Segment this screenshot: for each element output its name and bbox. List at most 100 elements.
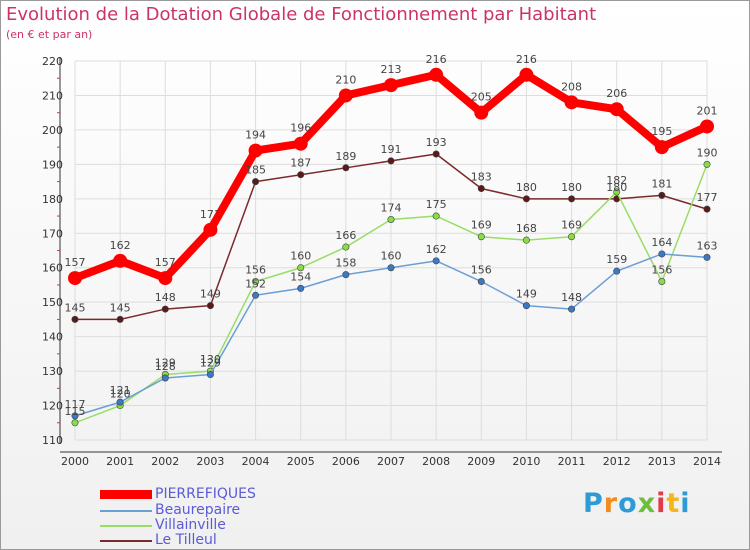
data-label: 168	[516, 222, 537, 235]
legend-label: Villainville	[155, 517, 226, 533]
legend-label: PIERREFIQUES	[155, 486, 256, 502]
data-point	[293, 136, 308, 151]
data-label: 158	[335, 257, 356, 270]
legend-swatch	[100, 510, 152, 512]
y-tick-label: 160	[42, 262, 63, 275]
data-point	[703, 253, 711, 261]
data-label: 180	[561, 181, 582, 194]
data-point	[477, 278, 485, 286]
x-tick-label: 2003	[196, 455, 224, 468]
x-tick-label: 2014	[693, 455, 721, 468]
data-label: 213	[381, 63, 402, 76]
data-point	[700, 119, 714, 134]
data-label: 159	[606, 253, 627, 266]
logo-letter: P	[583, 488, 604, 519]
data-label: 182	[606, 174, 627, 187]
data-point	[703, 160, 711, 168]
proxiti-logo: Proxiti	[583, 488, 691, 519]
logo-letter: x	[637, 488, 657, 519]
data-label: 216	[426, 53, 447, 66]
data-label: 157	[155, 256, 176, 269]
y-tick-label: 180	[42, 193, 63, 206]
legend-label: Le Tilleul	[155, 532, 217, 548]
y-tick-label: 150	[42, 296, 63, 309]
data-point	[161, 305, 169, 313]
data-point	[658, 278, 666, 286]
data-label: 149	[516, 288, 537, 301]
data-label: 201	[697, 104, 718, 117]
legend-label: Beaurepaire	[155, 502, 241, 518]
data-label: 174	[381, 201, 402, 214]
data-label: 166	[335, 229, 356, 242]
logo-letter: t	[666, 488, 681, 519]
data-point	[613, 188, 621, 196]
data-label: 195	[651, 125, 672, 138]
data-point	[71, 412, 79, 420]
data-label: 175	[426, 198, 447, 211]
x-tick-label: 2005	[287, 455, 315, 468]
x-tick-label: 2000	[61, 455, 89, 468]
y-tick-label: 220	[42, 55, 63, 68]
data-label: 189	[335, 150, 356, 163]
data-label: 180	[606, 181, 627, 194]
data-label: 160	[381, 250, 402, 263]
data-label: 205	[471, 91, 492, 104]
logo-letter: i	[680, 488, 691, 519]
logo-letter: i	[656, 488, 667, 519]
data-point	[252, 178, 260, 186]
data-point	[338, 88, 353, 103]
data-point	[387, 215, 395, 223]
x-tick-label: 2008	[422, 455, 450, 468]
data-point	[206, 302, 214, 310]
x-tick-label: 2010	[512, 455, 540, 468]
data-point	[252, 291, 260, 299]
y-tick-label: 140	[42, 331, 63, 344]
y-tick-label: 210	[42, 89, 63, 102]
data-point	[432, 257, 440, 265]
data-point	[252, 278, 260, 286]
data-label: 156	[245, 264, 266, 277]
data-label: 185	[245, 164, 266, 177]
data-label: 194	[245, 129, 266, 142]
data-point	[297, 171, 305, 179]
x-tick-label: 2012	[603, 455, 631, 468]
data-label: 190	[697, 146, 718, 159]
data-point	[342, 243, 350, 251]
data-label: 163	[697, 239, 718, 252]
data-label: 171	[200, 208, 221, 221]
y-tick-label: 130	[42, 365, 63, 378]
data-label: 191	[381, 143, 402, 156]
data-label: 149	[200, 288, 221, 301]
data-point	[703, 205, 711, 213]
data-point	[568, 195, 576, 203]
data-label: 145	[65, 301, 86, 314]
data-point	[429, 67, 444, 82]
data-point	[613, 267, 621, 275]
data-label: 169	[471, 219, 492, 232]
data-point	[522, 195, 530, 203]
data-label: 181	[651, 177, 672, 190]
data-label: 148	[155, 291, 176, 304]
series-lines	[68, 67, 714, 427]
data-point	[477, 233, 485, 241]
data-point	[342, 164, 350, 172]
data-point	[477, 184, 485, 192]
chart-subtitle: (en € et par an)	[6, 28, 93, 41]
data-label: 152	[245, 277, 266, 290]
data-label: 117	[65, 398, 86, 411]
chart-title: Evolution de la Dotation Globale de Fonc…	[6, 4, 597, 25]
data-point	[564, 95, 579, 110]
data-label: 210	[335, 73, 356, 86]
legend-swatch	[100, 490, 152, 499]
data-label: 130	[200, 353, 221, 366]
data-label: 145	[110, 301, 131, 314]
data-label: 157	[65, 256, 86, 269]
data-label: 162	[110, 239, 131, 252]
data-point	[297, 284, 305, 292]
data-label: 180	[516, 181, 537, 194]
y-tick-label: 190	[42, 158, 63, 171]
data-point	[68, 271, 82, 286]
data-label: 121	[110, 384, 131, 397]
data-point	[206, 371, 214, 379]
